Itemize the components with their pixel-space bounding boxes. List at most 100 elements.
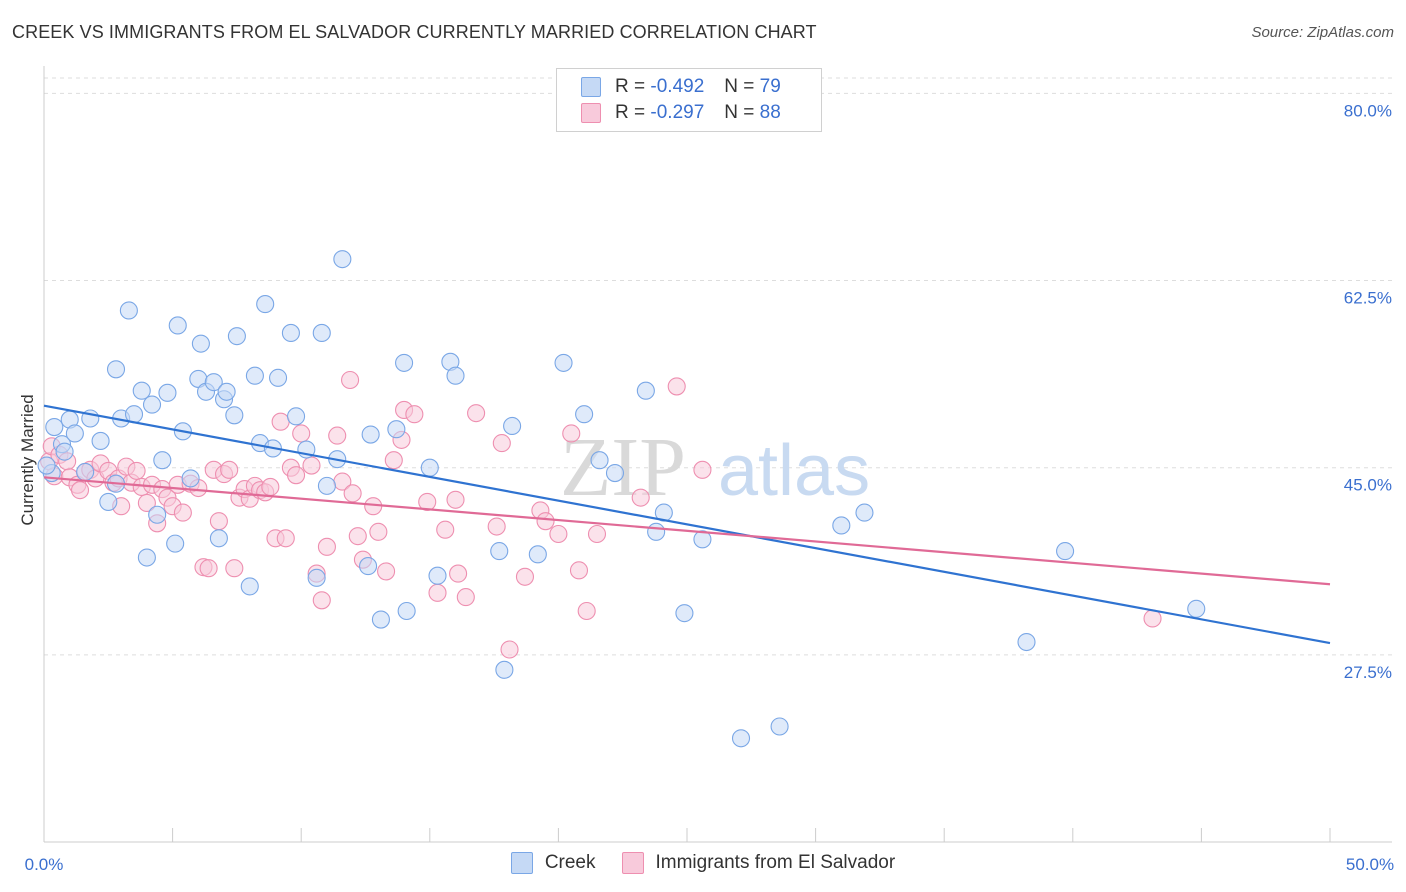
salvador-point — [449, 564, 468, 583]
creek-points — [37, 250, 1206, 748]
legend-salvador-swatch — [621, 852, 644, 874]
creek-point — [528, 545, 547, 564]
salvador-point — [70, 481, 90, 500]
creek-point — [168, 316, 187, 335]
salvador-point — [436, 520, 455, 539]
creek-point — [490, 542, 509, 561]
salvador-point — [127, 461, 146, 480]
salvador-point — [500, 640, 519, 659]
creek-point — [91, 431, 110, 451]
creek-point — [106, 360, 126, 379]
salvador-point — [667, 377, 686, 396]
creek-trend-line — [43, 404, 1331, 645]
creek-point — [446, 366, 465, 385]
creek-point — [269, 368, 288, 387]
creek-point — [204, 373, 223, 392]
creek-point — [731, 729, 751, 748]
creek-point — [287, 407, 306, 426]
salvador-point — [209, 512, 228, 531]
salvador-point — [287, 466, 306, 485]
creek-point — [647, 522, 666, 541]
creek-point — [240, 577, 259, 596]
creek-point — [181, 469, 200, 488]
salvador-point — [405, 405, 424, 424]
salvador-point — [341, 370, 360, 390]
salvador-point — [487, 517, 506, 536]
creek-point — [153, 451, 172, 470]
creek-point — [76, 462, 95, 482]
creek-point — [225, 406, 244, 425]
legend-creek-label: Creek — [544, 852, 596, 873]
creek-point — [387, 420, 406, 439]
x-tick-label-start: 0.0% — [25, 855, 64, 874]
legend-item-salvador[interactable]: Immigrants from El Salvador — [621, 852, 896, 874]
salvador-point — [317, 537, 336, 556]
y-tick-label: 80.0% — [1344, 101, 1392, 120]
creek-point — [428, 566, 447, 585]
creek-point — [693, 530, 712, 549]
gridlines — [44, 77, 1392, 656]
salvador-r-value: -0.297 — [650, 102, 705, 123]
creek-point — [191, 334, 210, 353]
salvador-point — [312, 591, 331, 610]
creek-point — [166, 534, 185, 553]
creek-point — [55, 442, 74, 461]
watermark-zip: ZIP — [560, 421, 686, 514]
salvador-point — [492, 434, 511, 453]
salvador-r-label: R = — [615, 102, 646, 123]
creek-point — [119, 301, 138, 320]
salvador-point — [577, 601, 596, 621]
creek-point — [137, 548, 156, 567]
creek-point — [209, 529, 228, 548]
salvador-point — [302, 456, 321, 475]
y-tick-label: 62.5% — [1344, 289, 1392, 308]
creek-point — [590, 451, 609, 470]
creek-point — [575, 405, 594, 424]
creek-point — [45, 418, 64, 437]
legend-salvador-label: Immigrants from El Salvador — [655, 852, 896, 873]
y-tick-label: 45.0% — [1344, 476, 1392, 495]
creek-point — [317, 476, 336, 495]
creek-r-value: -0.492 — [650, 76, 705, 97]
creek-point — [307, 568, 326, 587]
salvador-point — [569, 561, 589, 580]
salvador-point — [271, 412, 290, 431]
creek-point — [37, 456, 56, 475]
salvador-point — [348, 527, 367, 546]
creek-n-value: 79 — [759, 76, 781, 97]
creek-point — [1017, 632, 1036, 652]
watermark-atlas: atlas — [718, 431, 870, 511]
salvador-point — [292, 424, 311, 443]
salvador-point — [220, 460, 239, 479]
creek-point — [99, 492, 118, 511]
salvador-point — [369, 522, 388, 541]
tick-labels: 27.5% 45.0% 62.5% 80.0% 0.0% 50.0% — [25, 101, 1394, 874]
salvador-point — [428, 583, 447, 602]
creek-point — [256, 295, 275, 314]
salvador-point — [456, 588, 475, 607]
creek-point — [770, 717, 789, 736]
salvador-point — [261, 477, 280, 496]
salvador-point — [377, 562, 396, 581]
stats-box: R = -0.492 N = 79 R = -0.297 N = 88 — [556, 68, 822, 132]
salvador-trend-line — [43, 476, 1331, 586]
creek-point — [281, 323, 300, 342]
salvador-points — [40, 370, 1162, 659]
salvador-point — [631, 488, 650, 507]
creek-swatch — [581, 77, 601, 97]
legend: Creek Immigrants from El Salvador — [0, 852, 1406, 874]
stats-row-creek: R = -0.492 N = 79 — [581, 74, 781, 100]
creek-point — [132, 381, 151, 400]
creek-point — [495, 660, 514, 679]
creek-point — [503, 416, 522, 436]
salvador-point — [328, 426, 347, 445]
trend-lines — [43, 404, 1331, 645]
x-tick-label-end: 50.0% — [1346, 855, 1394, 874]
legend-creek-swatch — [510, 852, 533, 874]
creek-point — [605, 463, 625, 483]
salvador-point — [693, 460, 712, 479]
creek-point — [312, 323, 331, 342]
legend-item-creek[interactable]: Creek — [510, 852, 596, 874]
y-tick-label: 27.5% — [1344, 663, 1392, 682]
